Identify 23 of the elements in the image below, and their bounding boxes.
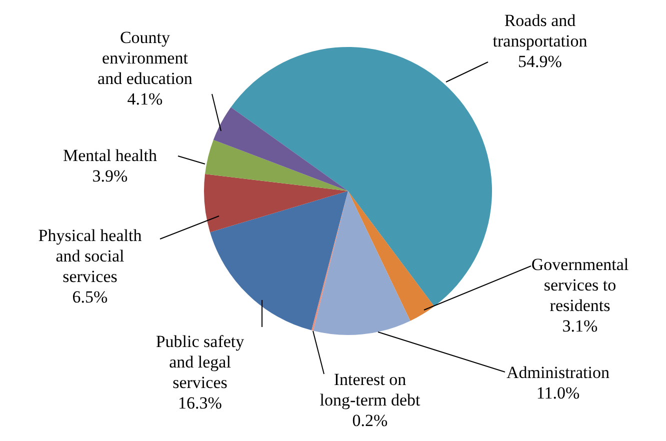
slice-label: Physical health and social services [38, 226, 142, 286]
data-label: 54.9% [518, 52, 562, 71]
slice-label: Interest on long-term debt [320, 370, 421, 410]
data-label: 3.1% [562, 316, 598, 336]
slice-label: County environment and education [98, 28, 193, 88]
pie-slice [204, 174, 348, 232]
pie-slice [213, 107, 348, 191]
data-label: 16.3% [178, 394, 222, 412]
pie-slice [313, 191, 410, 335]
pie-slice [210, 191, 348, 330]
data-label: 4.1% [127, 90, 163, 108]
slice-label: Administration [506, 363, 610, 382]
pie-slice [348, 191, 434, 321]
slice-label: Mental health [63, 146, 158, 165]
data-label: 11.0% [536, 384, 580, 402]
data-label: 0.2% [352, 411, 388, 430]
data-label: 6.5% [72, 288, 108, 306]
pie-slice [205, 140, 348, 191]
slice-label: Roads and transportation [492, 11, 588, 50]
data-label: 3.9% [92, 166, 128, 186]
slice-label: Governmental services to residents [531, 255, 629, 315]
pie-slice [230, 47, 492, 306]
slice-label: Public safety and legal services [156, 332, 245, 392]
